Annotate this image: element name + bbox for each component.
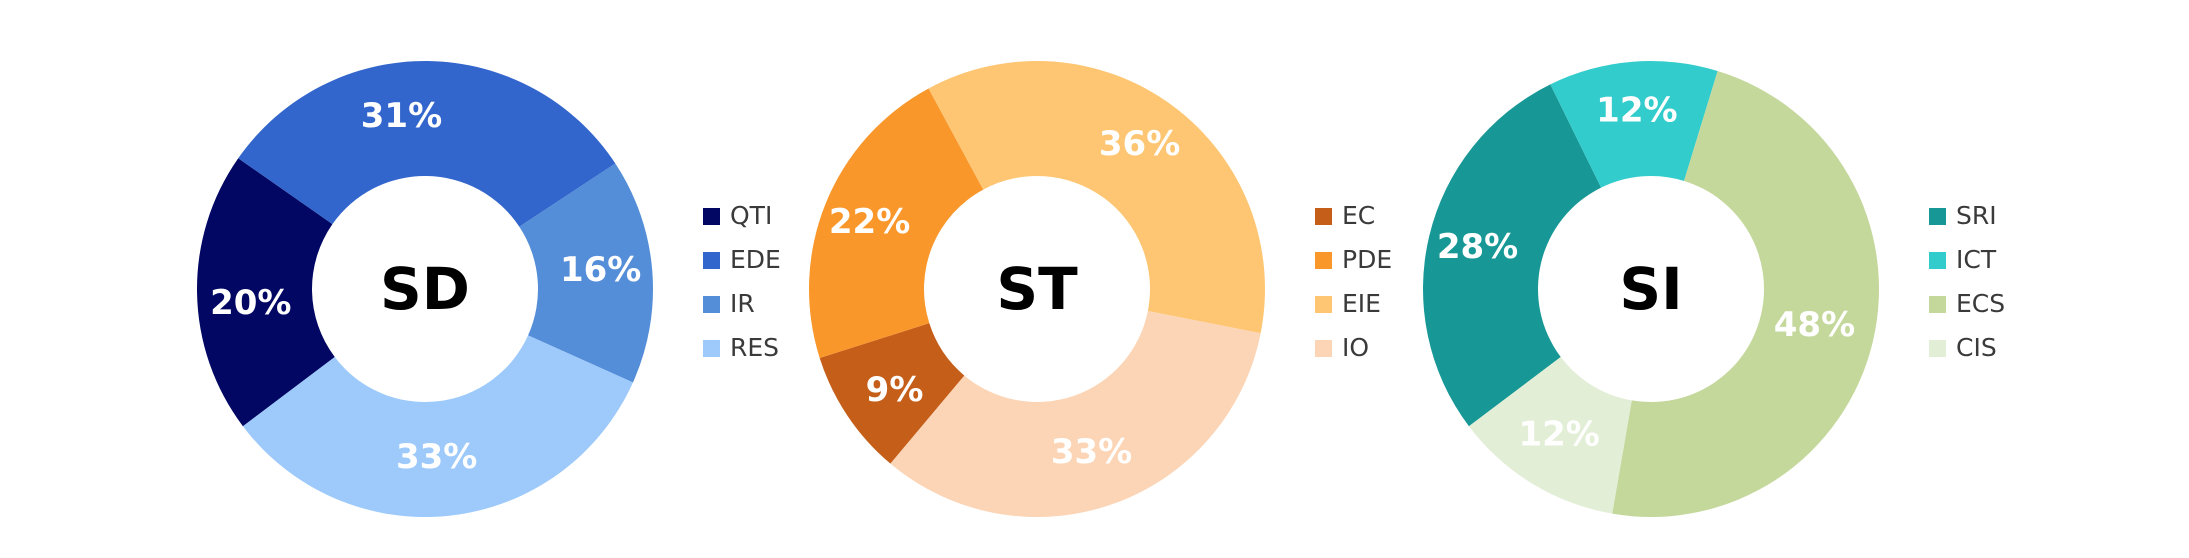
- legend-swatch: [1315, 252, 1332, 269]
- slice-res: [242, 335, 633, 518]
- legend-swatch: [1929, 340, 1946, 357]
- legend: EC PDE EIE IO: [1315, 201, 1392, 362]
- slice-label-qti: 20%: [210, 283, 291, 323]
- legend-label: RES: [730, 333, 779, 362]
- slice-io: [890, 310, 1261, 517]
- slice-label-io: 33%: [1051, 432, 1132, 472]
- slice-ec: [819, 323, 965, 464]
- legend-swatch: [1929, 208, 1946, 225]
- legend-label: EDE: [730, 245, 781, 274]
- legend-label: EIE: [1342, 289, 1381, 318]
- slice-label-sri: 28%: [1437, 227, 1518, 267]
- legend: SRI ICT ECS CIS: [1929, 201, 2005, 362]
- slice-qti: [196, 158, 335, 427]
- slice-label-ec: 9%: [866, 370, 924, 410]
- legend-swatch: [1929, 296, 1946, 313]
- slice-label-ir: 16%: [560, 250, 641, 290]
- chart-title: SI: [1619, 255, 1682, 323]
- legend-swatch: [1315, 340, 1332, 357]
- legend-swatch: [1315, 296, 1332, 313]
- legend-label: QTI: [730, 201, 772, 230]
- legend-swatch: [703, 296, 720, 313]
- legend: QTI EDE IR RES: [703, 201, 781, 362]
- slice-label-ecs: 48%: [1774, 305, 1855, 345]
- donut-chart-si: 28% 12% 48% 12% SI SRI ICT ECS CIS: [1423, 60, 2005, 517]
- donut-chart-sd: 20% 31% 16% 33% SD QTI EDE IR RES: [196, 60, 781, 518]
- legend-label: IR: [730, 289, 755, 318]
- legend-swatch: [1929, 252, 1946, 269]
- slice-label-cis: 12%: [1518, 414, 1599, 454]
- legend-label: IO: [1342, 333, 1369, 362]
- legend-label: PDE: [1342, 245, 1392, 274]
- slice-sri: [1423, 84, 1602, 427]
- legend-label: CIS: [1956, 333, 1997, 362]
- legend-label: EC: [1342, 201, 1375, 230]
- legend-swatch: [703, 340, 720, 357]
- chart-title: ST: [996, 255, 1078, 323]
- legend-label: ECS: [1956, 289, 2005, 318]
- legend-label: ICT: [1956, 245, 1997, 274]
- slice-ir: [519, 163, 653, 383]
- slice-label-pde: 22%: [829, 202, 910, 242]
- legend-swatch: [703, 208, 720, 225]
- slice-label-ede: 31%: [361, 96, 442, 136]
- legend-swatch: [1315, 208, 1332, 225]
- slice-ecs: [1612, 70, 1879, 517]
- slice-pde: [809, 88, 984, 358]
- slice-label-ict: 12%: [1596, 90, 1677, 130]
- slice-eie: [928, 61, 1265, 334]
- chart-title: SD: [380, 255, 470, 323]
- slice-ede: [238, 60, 616, 227]
- donut-chart-st: 9% 22% 36% 33% ST EC PDE EIE IO: [809, 61, 1392, 517]
- slice-cis: [1468, 357, 1632, 514]
- legend-swatch: [703, 252, 720, 269]
- slice-label-res: 33%: [396, 437, 477, 477]
- legend-label: SRI: [1956, 201, 1997, 230]
- slice-label-eie: 36%: [1099, 124, 1180, 164]
- slice-ict: [1550, 60, 1718, 188]
